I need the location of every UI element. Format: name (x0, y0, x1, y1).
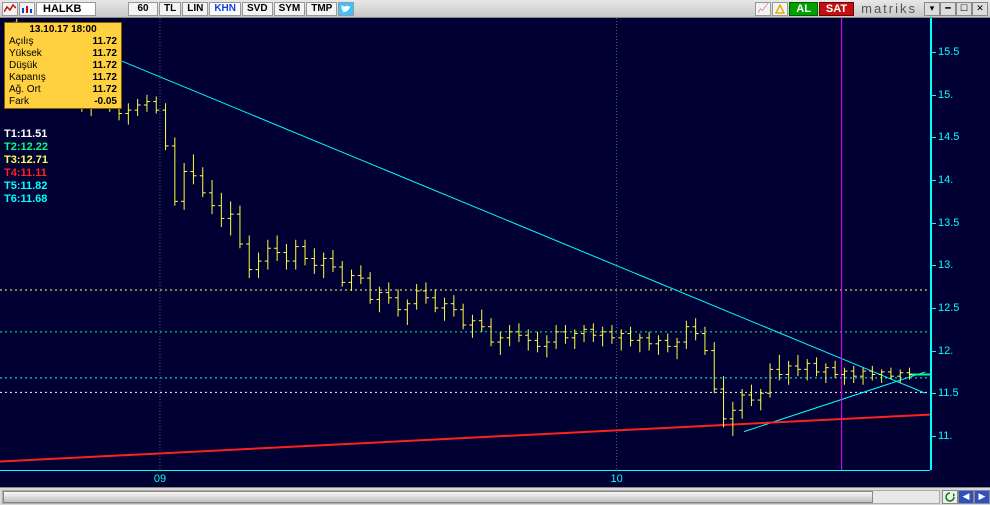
y-tick-label: 13.5 (938, 217, 959, 229)
chart-plot[interactable]: 13.10.17 18:00 Açılış11.72Yüksek11.72Düş… (0, 18, 930, 470)
interval-button[interactable]: 60 (128, 2, 158, 16)
settings-icon[interactable]: ▾ (924, 2, 940, 16)
ohlc-row: Fark-0.05 (5, 96, 121, 108)
y-tick-label: 15.5 (938, 46, 959, 58)
trend-levels-list: T1:11.51T2:12.22T3:12.71T4:11.11T5:11.82… (4, 128, 48, 206)
chart-canvas[interactable] (0, 18, 930, 470)
ohlc-header: 13.10.17 18:00 (5, 23, 121, 36)
buy-button[interactable]: AL (789, 2, 818, 16)
y-tick-label: 14.5 (938, 131, 959, 143)
trend-level: T6:11.68 (4, 193, 48, 206)
brand-label: matriks (855, 1, 923, 16)
trend-level: T5:11.82 (4, 180, 48, 193)
ohlc-row: Düşük11.72 (5, 60, 121, 72)
trend-level: T4:11.11 (4, 167, 48, 180)
toolbar-btn-svd[interactable]: SVD (242, 2, 273, 16)
toolbar-btn-lin[interactable]: LIN (182, 2, 208, 16)
twitter-icon[interactable] (338, 2, 354, 16)
y-axis: 11. 11.5 12. 12.5 13. 13.5 14. 14.5 15. 15.5 (930, 18, 990, 470)
sell-button[interactable]: SAT (819, 2, 854, 16)
toolbar-btn-sym[interactable]: SYM (274, 2, 306, 16)
trend-level: T2:12.22 (4, 141, 48, 154)
tool-icon-1[interactable]: 📈 (755, 2, 771, 16)
y-tick-label: 11. (938, 430, 952, 442)
chart-type-icon[interactable] (19, 2, 35, 16)
x-axis: 09 10 (0, 470, 930, 487)
horizontal-scrollbar[interactable] (2, 490, 940, 504)
toolbar-btn-khn[interactable]: KHN (209, 2, 241, 16)
ohlc-row: Açılış11.72 (5, 36, 121, 48)
y-tick-label: 12.5 (938, 302, 959, 314)
toolbar-btn-tl[interactable]: TL (159, 2, 181, 16)
y-tick-label: 15. (938, 89, 953, 101)
chart-area: 13.10.17 18:00 Açılış11.72Yüksek11.72Düş… (0, 18, 990, 487)
minimize-button[interactable]: ━ (940, 2, 956, 16)
toolbar: HALKB 60 TL LIN KHN SVD SYM TMP 📈 AL SAT… (0, 0, 990, 18)
maximize-button[interactable]: ☐ (956, 2, 972, 16)
ohlc-row: Kapanış11.72 (5, 72, 121, 84)
scrollbar-thumb[interactable] (3, 491, 873, 503)
refresh-icon[interactable] (942, 490, 958, 504)
y-tick-label: 13. (938, 259, 953, 271)
app-icon (2, 2, 18, 16)
ohlc-info-box: 13.10.17 18:00 Açılış11.72Yüksek11.72Düş… (4, 22, 122, 109)
trend-level: T1:11.51 (4, 128, 48, 141)
y-tick-label: 14. (938, 174, 953, 186)
window-buttons: ▾ ━ ☐ ✕ (924, 2, 988, 16)
symbol-input[interactable]: HALKB (36, 2, 96, 16)
toolbar-btn-tmp[interactable]: TMP (306, 2, 337, 16)
y-tick-label: 12. (938, 345, 953, 357)
nav-left-icon[interactable]: ◀ (958, 490, 974, 504)
close-button[interactable]: ✕ (972, 2, 988, 16)
x-tick-label: 09 (154, 473, 166, 485)
x-tick-label: 10 (610, 473, 622, 485)
bottombar: ◀ ▶ (0, 487, 990, 505)
trend-level: T3:12.71 (4, 154, 48, 167)
tool-icon-2[interactable] (772, 2, 788, 16)
nav-right-icon[interactable]: ▶ (974, 490, 990, 504)
ohlc-row: Ağ. Ort11.72 (5, 84, 121, 96)
ohlc-row: Yüksek11.72 (5, 48, 121, 60)
y-tick-label: 11.5 (938, 387, 959, 399)
